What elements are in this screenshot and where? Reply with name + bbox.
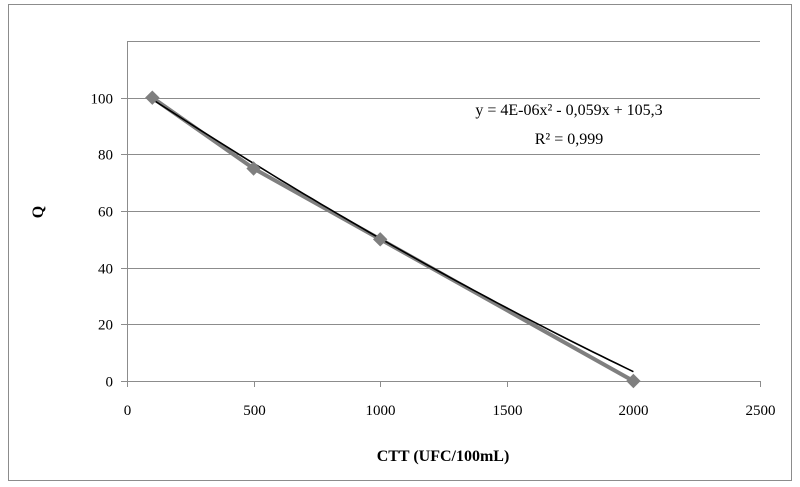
series-line-0 [151,96,635,383]
data-point-0-2 [372,232,388,247]
annotation-r-squared: R² = 0,999 [535,131,604,148]
data-series [151,96,635,383]
y-axis-title: Q [30,206,47,218]
chart-svg: 0 500 1000 1500 2000 2500 0 20 40 60 80 100 y = 4E-… [30,41,776,465]
x-axis-title: CTT (UFC/100mL) [377,448,510,465]
x-tick-label-0: 0 [124,403,132,419]
trendline [151,98,634,373]
annotation-equation: y = 4E-06x² - 0,059x + 105,3 [475,102,662,119]
x-tick-label-1500: 1500 [493,403,523,419]
trendline-curve [151,98,634,373]
data-point-0-3 [626,373,641,389]
chart-frame: 0 500 1000 1500 2000 2500 0 20 40 60 80 100 y = 4E-… [8,4,792,481]
x-tick-label-2000: 2000 [619,403,649,419]
data-point-0-0 [145,90,160,105]
axes [127,41,760,382]
y-tick-label-20: 20 [98,318,113,334]
data-markers [145,90,641,389]
grid-lines [127,41,760,325]
y-tick-label-60: 60 [98,205,113,221]
x-tick-label-1000: 1000 [366,403,396,419]
y-tick-label-100: 100 [91,92,114,108]
data-point-0-1 [246,161,261,176]
y-tick-label-80: 80 [98,148,113,164]
x-tick-label-2500: 2500 [746,403,776,419]
x-tick-label-500: 500 [243,403,266,419]
tick-labels: 0 500 1000 1500 2000 2500 0 20 40 60 80 100 [91,92,776,420]
y-tick-label-0: 0 [106,375,114,391]
y-tick-label-40: 40 [98,262,113,278]
